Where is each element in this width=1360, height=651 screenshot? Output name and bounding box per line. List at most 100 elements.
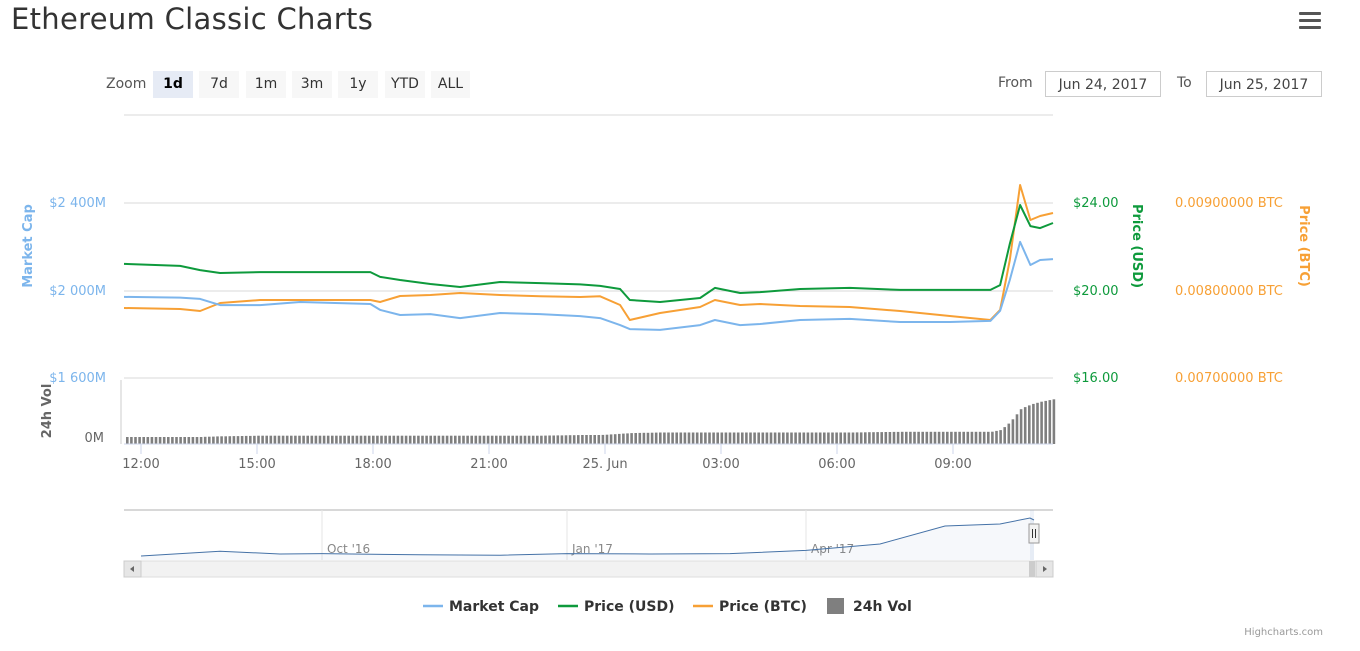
navigator-handle[interactable] [1028,523,1040,544]
volume-bar [872,432,875,444]
hamburger-menu-icon[interactable] [1299,12,1321,30]
from-date-input[interactable]: Jun 24, 2017 [1045,71,1161,97]
market-cap-tick: $2 400M [49,196,106,211]
volume-bar [728,432,732,444]
volume-bar [749,432,752,444]
volume-bar [999,430,1002,444]
volume-bar [941,431,945,444]
volume-bar [322,435,326,444]
price-usd-tick: $20.00 [1073,284,1119,299]
volume-bar [171,437,174,444]
navigator-series-line [140,517,1035,557]
legend-item-price-btc[interactable]: Price (BTC) [693,599,807,615]
volume-bar [400,435,404,444]
volume-bar [880,432,883,444]
volume-bar [486,435,490,444]
legend-item-24h-vol[interactable]: 24h Vol [827,598,912,615]
volume-bar [306,435,309,444]
volume-bar [1032,403,1035,444]
volume-bar [831,432,834,444]
volume-bar [613,434,617,444]
volume-bar [868,432,871,444]
volume-bar [347,435,350,444]
volume-bar [138,437,141,444]
volume-bar [302,435,305,444]
volume-bar [265,435,268,444]
navigator-tick-label: Apr '17 [811,542,854,556]
volume-bar [269,435,273,444]
volume-bar [376,435,379,444]
volume-bar [519,435,523,444]
volume-bar [810,432,814,444]
volume-bar [544,435,547,444]
volume-bar [474,435,478,444]
price-btc-tick: 0.00900000 BTC [1175,196,1283,211]
zoom-button-all[interactable]: ALL [431,71,470,98]
volume-bar [413,435,416,444]
volume-bar [745,432,748,444]
zoom-button-1y[interactable]: 1y [338,71,378,98]
zoom-button-3m[interactable]: 3m [292,71,332,98]
volume-bars [126,399,1056,444]
volume-bar [773,432,777,444]
volume-bar [741,432,744,444]
volume-bar [154,437,158,444]
volume-bar [847,432,851,444]
volume-bar [581,435,584,444]
volume-bar [564,435,568,444]
market-cap-tick: $1 600M [49,371,106,386]
volume-bar [240,436,244,444]
volume-bar [593,435,596,444]
volume-bar [392,435,396,444]
volume-bar [195,437,199,444]
volume-bar [199,437,203,444]
price-btc-tick: 0.00800000 BTC [1175,284,1283,299]
volume-bar [421,435,424,444]
volume-bar [216,436,219,444]
volume-bar [1044,400,1047,444]
volume-bar [991,431,994,444]
volume-bar [1019,409,1023,444]
to-date-input[interactable]: Jun 25, 2017 [1206,71,1322,97]
volume-bar [503,435,506,444]
volume-bar [782,432,785,444]
legend-item-price-usd[interactable]: Price (USD) [558,599,675,615]
zoom-button-1d[interactable]: 1d [153,71,193,98]
to-label: To [1177,75,1192,91]
volume-bar [654,432,658,444]
zoom-button-7d[interactable]: 7d [199,71,239,98]
volume-bar [527,435,531,444]
volume-bar [909,431,912,444]
volume-bar [622,433,625,444]
volume-bar [835,432,838,444]
volume-bar [769,432,773,444]
volume-bar [675,432,678,444]
navigator-area [141,518,1034,560]
volume-bar [560,435,564,444]
volume-bar [679,432,683,444]
zoom-button-ytd[interactable]: YTD [385,71,425,98]
volume-bar [1040,401,1043,444]
volume-bar [437,435,441,444]
volume-bar [1048,400,1052,444]
volume-bar [577,435,580,444]
navigator-scrollbar[interactable] [123,560,1054,578]
volume-bar [671,432,674,444]
volume-bar [404,435,408,444]
volume-bar [864,432,867,444]
scrollbar-thumb[interactable] [1029,561,1035,577]
highcharts-credit[interactable]: Highcharts.com [1244,627,1323,638]
volume-bar [285,435,289,444]
volume-bar [556,435,560,444]
volume-bar [568,435,572,444]
volume-bar [220,436,223,444]
volume-bar [823,432,826,444]
volume-bar [372,435,375,444]
legend-item-market-cap[interactable]: Market Cap [423,599,539,615]
zoom-button-1m[interactable]: 1m [246,71,286,98]
volume-bar [716,432,719,444]
volume-bar [495,435,498,444]
volume-bar [536,435,539,444]
volume-bar [683,432,687,444]
volume-bar [433,435,437,444]
